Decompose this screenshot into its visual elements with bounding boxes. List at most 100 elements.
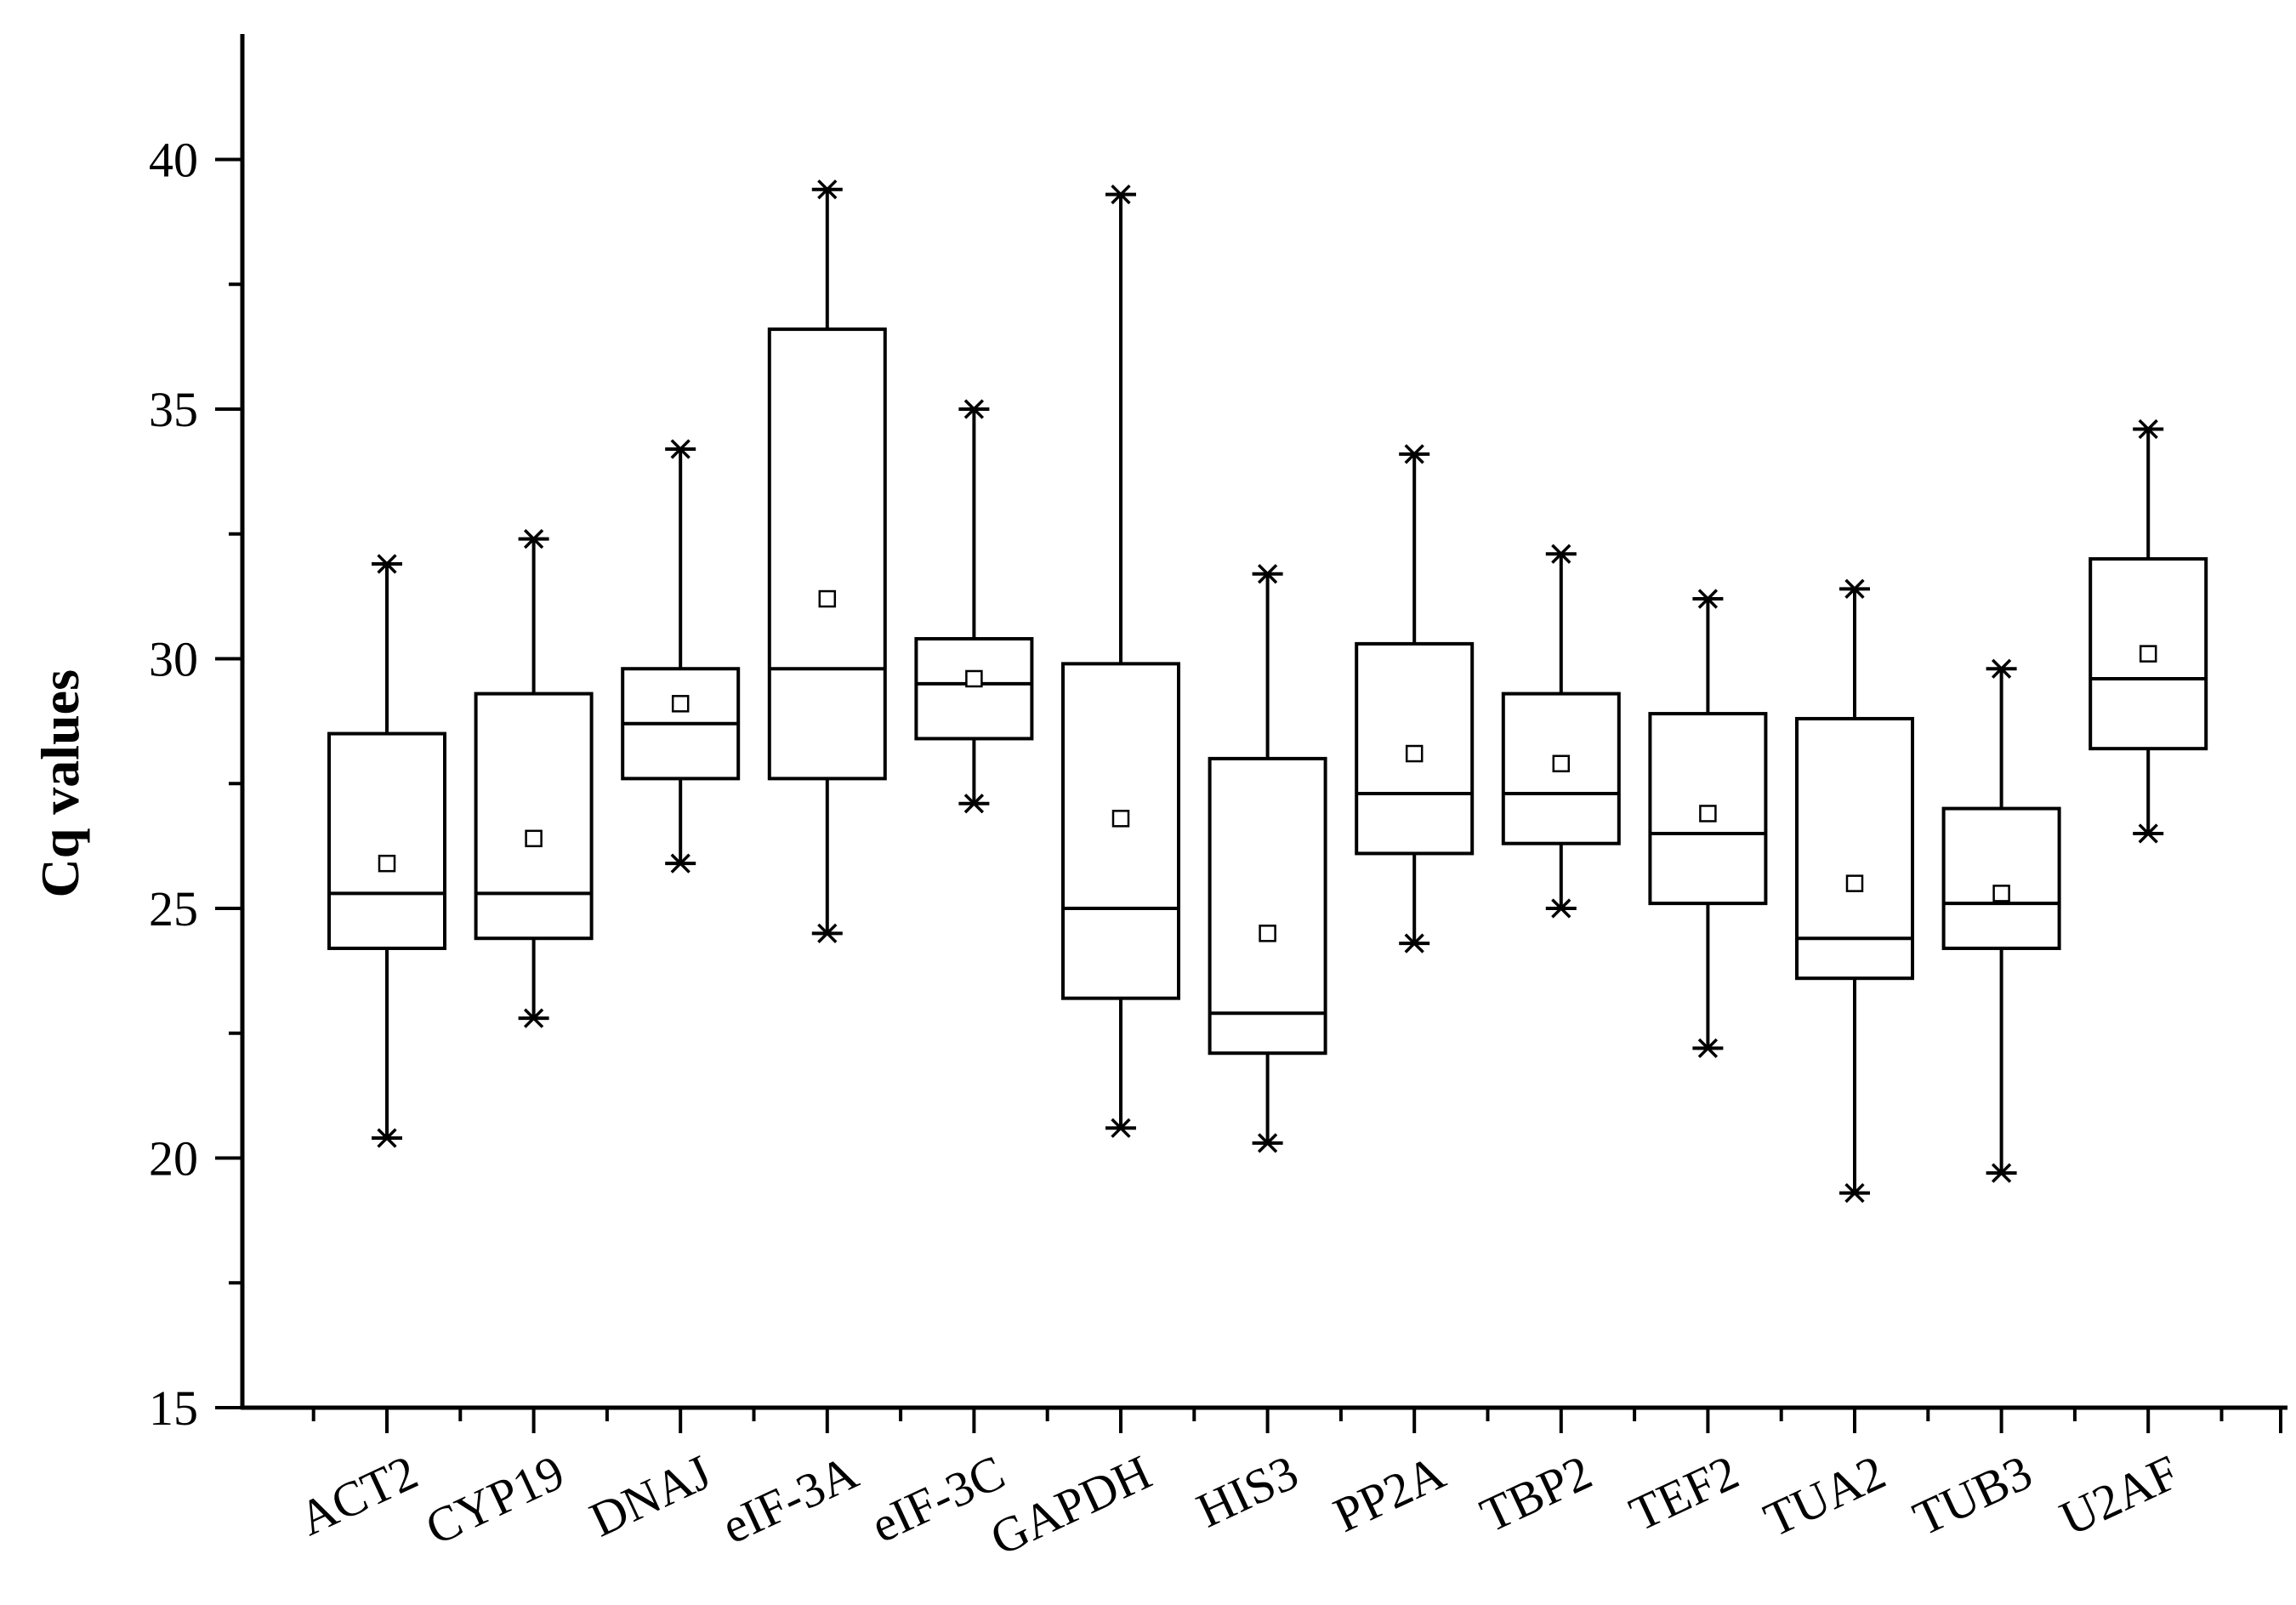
y-axis-title: Cq values (30, 669, 90, 898)
extreme-marker-stroke (1111, 184, 1131, 205)
y-tick-label: 20 (149, 1131, 198, 1187)
extreme-marker-stroke (817, 923, 838, 943)
x-category-label: PP2A (1326, 1444, 1453, 1543)
extreme-marker-stroke (670, 439, 691, 459)
box-u2af (2089, 418, 2208, 844)
extreme-marker-stroke (2138, 418, 2158, 440)
extreme-marker-stroke (1697, 589, 1719, 609)
iqr-box (914, 637, 1034, 741)
extreme-marker (376, 1128, 398, 1148)
y-tick-label: 40 (149, 133, 198, 188)
extreme-marker (1110, 1118, 1132, 1138)
box-tbp2 (1501, 544, 1621, 919)
extreme-marker (669, 439, 692, 459)
box-tua2 (1795, 578, 1914, 1204)
extreme-marker (1844, 1182, 1866, 1204)
extreme-marker-stroke (1697, 1038, 1719, 1058)
mean-marker (671, 695, 690, 713)
mean-marker (1552, 754, 1571, 773)
extreme-marker-stroke (1404, 933, 1424, 953)
x-category-label: eIF-3A (713, 1444, 866, 1555)
x-category-label: HIS3 (1189, 1444, 1306, 1539)
y-tick-label: 30 (149, 632, 198, 687)
extreme-marker (1549, 898, 1572, 919)
mean-marker (1259, 925, 1276, 942)
box-eif-3a (767, 179, 887, 943)
extreme-marker (963, 794, 986, 814)
iqr-box (767, 327, 887, 781)
x-category-label: eIF-3C (862, 1444, 1012, 1553)
extreme-marker-stroke (963, 794, 985, 814)
iqr-box (1061, 662, 1180, 1000)
extreme-marker (963, 399, 986, 419)
x-category-label: DNAJ (582, 1444, 719, 1548)
extreme-marker (1696, 589, 1719, 609)
mean-marker (818, 589, 837, 608)
extreme-marker-stroke (1991, 1163, 2012, 1183)
extreme-marker (1844, 578, 1866, 599)
x-category-label: CYP19 (418, 1444, 572, 1556)
y-tick-label: 25 (149, 881, 198, 936)
extreme-marker-stroke (963, 399, 985, 419)
extreme-marker (522, 528, 545, 549)
box-pp2a (1355, 444, 1475, 953)
mean-marker (1845, 874, 1864, 892)
extreme-marker-stroke (2138, 823, 2158, 844)
box-tub3 (1941, 658, 2061, 1183)
extreme-marker-stroke (377, 1128, 397, 1148)
y-tick-label: 35 (149, 382, 198, 437)
x-category-label: U2AF (2052, 1444, 2187, 1546)
boxes-group (327, 179, 2208, 1204)
extreme-marker (669, 853, 692, 874)
box-cyp19 (474, 528, 594, 1028)
axes (240, 34, 2287, 1410)
x-category-label: GAPDH (982, 1444, 1160, 1566)
mean-marker (525, 829, 543, 848)
extreme-marker-stroke (817, 179, 838, 200)
y-tick-label: 15 (149, 1380, 198, 1436)
extreme-marker-stroke (1257, 1133, 1278, 1153)
iqr-box (1941, 806, 2061, 950)
extreme-marker (816, 923, 838, 943)
extreme-marker (816, 179, 838, 200)
extreme-marker (1549, 544, 1572, 564)
extreme-marker (1403, 933, 1426, 953)
extreme-marker-stroke (1551, 898, 1571, 919)
mean-marker (965, 669, 983, 688)
box-gapdh (1061, 184, 1180, 1138)
iqr-box (2089, 557, 2208, 751)
extreme-marker-stroke (1257, 564, 1278, 584)
extreme-marker (1256, 1133, 1279, 1153)
extreme-marker-stroke (523, 528, 544, 549)
x-category-label: TUB3 (1905, 1444, 2040, 1546)
x-category-label: TBP2 (1472, 1444, 1600, 1543)
iqr-box (474, 692, 594, 941)
extreme-marker-stroke (1844, 1182, 1865, 1204)
extreme-marker (2137, 418, 2160, 440)
extreme-marker (522, 1008, 545, 1028)
extreme-marker (2137, 823, 2160, 844)
extreme-marker (1990, 1163, 2013, 1183)
extreme-marker-stroke (1991, 658, 2012, 679)
box-eif-3c (914, 399, 1034, 814)
extreme-marker-stroke (377, 554, 397, 574)
mean-marker (1992, 885, 2010, 902)
x-category-label: ACT2 (291, 1444, 426, 1546)
x-category-label: TEF2 (1622, 1444, 1747, 1542)
extreme-marker (1256, 564, 1279, 584)
y-axis-ticks: 15 20 25 30 35 40 (149, 133, 242, 1436)
iqr-box (327, 731, 446, 950)
extreme-marker (1696, 1038, 1719, 1058)
extreme-marker (1110, 184, 1132, 205)
iqr-box (1208, 756, 1327, 1056)
mean-marker (2139, 645, 2157, 663)
extreme-marker (1403, 444, 1426, 464)
extreme-marker-stroke (1111, 1118, 1131, 1138)
box-tef2 (1648, 589, 1768, 1058)
mean-marker (1699, 805, 1717, 822)
iqr-box (1795, 716, 1914, 981)
x-category-label: TUA2 (1756, 1444, 1894, 1548)
extreme-marker (1990, 658, 2013, 679)
